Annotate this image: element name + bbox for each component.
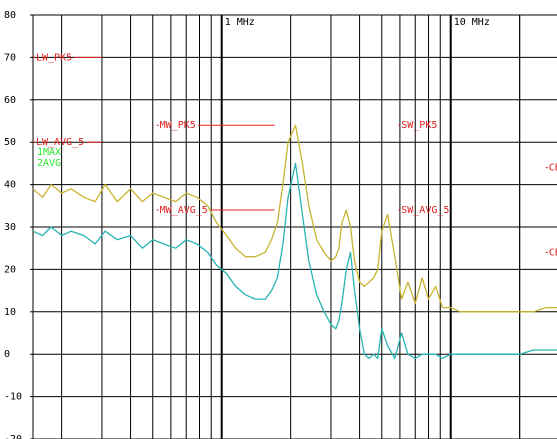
- y-tick-label: 20: [4, 264, 16, 275]
- limit-label: SW_AVG_5: [401, 205, 449, 216]
- y-tick-label: -20: [4, 434, 22, 439]
- trace-label: 2AVG: [37, 158, 61, 169]
- x-tick-labels: 1 MHz 10 MHz: [225, 17, 490, 28]
- limit-label: CB_AVG_5: [549, 247, 557, 258]
- horizontal-grid: [33, 14, 557, 439]
- y-tick-label: 40: [4, 180, 16, 191]
- y-tick-label: 70: [4, 52, 16, 63]
- y-tick-labels: 80 70 60 50 40 30 20 10 0 -10 -20: [4, 10, 33, 439]
- limit-label: MW_PK5: [160, 120, 196, 131]
- y-tick-label: 80: [4, 10, 16, 21]
- x-tick-label: 10 MHz: [454, 17, 490, 28]
- limit-label: MW_AVG_5: [160, 205, 208, 216]
- limit-label: LW_PK5: [36, 52, 72, 63]
- y-tick-label: 50: [4, 137, 16, 148]
- y-tick-label: 30: [4, 222, 16, 233]
- measurement-traces: [32, 124, 557, 360]
- average-trace: [32, 162, 557, 360]
- y-tick-label: 0: [4, 349, 10, 360]
- trace-label: 1MAX: [37, 147, 61, 158]
- y-tick-label: 60: [4, 95, 16, 106]
- limit-lines: LW_PK5 LW_AVG_5 MW_PK5 MW_AVG_5 SW_PK5 SW_AVG…: [33, 52, 557, 258]
- y-tick-label: 10: [4, 307, 16, 318]
- limit-label: SW_PK5: [401, 120, 437, 131]
- limit-label: LW_AVG_5: [36, 137, 84, 148]
- limit-label: CB_PK5: [549, 163, 557, 174]
- x-tick-label: 1 MHz: [225, 17, 255, 28]
- peak-trace: [32, 124, 557, 313]
- y-tick-label: -10: [4, 392, 22, 403]
